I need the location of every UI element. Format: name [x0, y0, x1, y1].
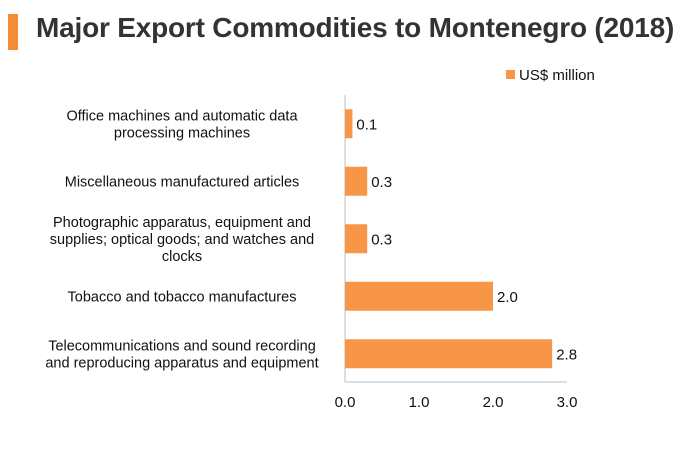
- legend: US$ million: [506, 67, 595, 84]
- category-labels: Office machines and automatic data proces…: [45, 108, 318, 371]
- bar: [345, 109, 353, 139]
- bars: 0.1 0.3 0.3 2.0 2.8: [345, 109, 577, 369]
- legend-label: US$ million: [519, 67, 595, 84]
- category-label: Tobacco and tobacco manufactures: [68, 289, 297, 305]
- data-label: 2.0: [497, 289, 518, 306]
- x-tick-label: 2.0: [483, 394, 504, 411]
- x-axis: 0.0 1.0 2.0 3.0: [335, 95, 578, 411]
- data-label: 0.1: [356, 116, 377, 133]
- bar: [345, 339, 553, 369]
- x-tick-label: 3.0: [557, 394, 578, 411]
- category-label: Miscellaneous manufactured articles: [65, 174, 300, 190]
- x-tick-label: 1.0: [409, 394, 430, 411]
- chart-title: Major Export Commodities to Montenegro (…: [36, 12, 675, 43]
- data-label: 0.3: [371, 231, 392, 248]
- x-tick-label: 0.0: [335, 394, 356, 411]
- bar: [345, 281, 493, 311]
- title-accent-bar: [8, 14, 18, 50]
- data-label: 2.8: [556, 346, 577, 363]
- category-label: Telecommunications and sound recording an…: [45, 338, 318, 371]
- bar: [345, 166, 368, 196]
- category-label: Photographic apparatus, equipment and sup…: [50, 215, 314, 265]
- category-label: Office machines and automatic data proces…: [66, 108, 298, 141]
- data-label: 0.3: [371, 174, 392, 191]
- legend-swatch: [506, 70, 515, 79]
- bar: [345, 224, 368, 254]
